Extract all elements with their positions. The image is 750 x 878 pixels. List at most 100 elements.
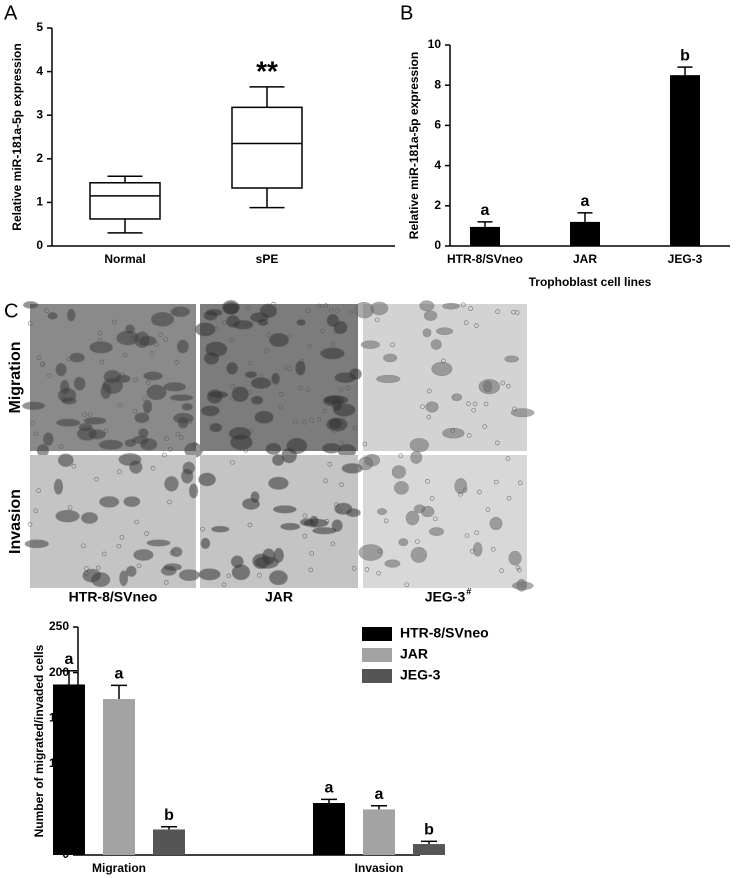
cell bbox=[332, 403, 356, 417]
cell bbox=[271, 372, 281, 385]
cell bbox=[53, 478, 64, 495]
cell bbox=[66, 356, 72, 362]
cell bbox=[429, 496, 435, 501]
cell bbox=[442, 302, 460, 310]
y-tick-label: 200 bbox=[49, 665, 69, 679]
cell bbox=[462, 487, 468, 493]
cell bbox=[339, 482, 344, 487]
bar-annotation: b bbox=[424, 822, 434, 839]
column-label: HTR-8/SVneo bbox=[69, 589, 158, 605]
cell bbox=[99, 496, 120, 508]
cell bbox=[42, 432, 54, 446]
cell bbox=[505, 456, 511, 461]
bar bbox=[313, 803, 345, 855]
cell bbox=[83, 571, 89, 576]
y-tick-label: 2 bbox=[434, 198, 441, 212]
bar bbox=[153, 829, 185, 855]
cell bbox=[116, 330, 140, 346]
cell bbox=[279, 391, 284, 397]
cell bbox=[24, 539, 49, 549]
cell bbox=[358, 456, 374, 471]
cell bbox=[81, 543, 86, 549]
cell bbox=[200, 526, 205, 532]
cell bbox=[103, 428, 109, 434]
cell bbox=[228, 337, 234, 342]
cell bbox=[451, 393, 463, 402]
cell bbox=[508, 550, 522, 566]
cell bbox=[97, 338, 102, 343]
cell bbox=[205, 308, 223, 317]
cell bbox=[489, 516, 503, 530]
cell bbox=[364, 567, 370, 572]
cell bbox=[179, 435, 184, 440]
cell bbox=[474, 530, 479, 536]
cell bbox=[316, 417, 322, 422]
cell bbox=[323, 303, 329, 309]
cell bbox=[474, 323, 479, 328]
cell bbox=[264, 348, 270, 353]
y-tick-label: 4 bbox=[434, 158, 441, 172]
cell bbox=[116, 543, 122, 549]
cell bbox=[281, 447, 297, 464]
cell bbox=[339, 440, 345, 446]
error-bar bbox=[61, 670, 77, 685]
cell bbox=[162, 452, 167, 458]
x-axis-label: Trophoblast cell lines bbox=[529, 275, 652, 289]
cell bbox=[211, 525, 230, 533]
cell bbox=[431, 361, 453, 376]
cell bbox=[206, 343, 211, 349]
cell bbox=[351, 566, 357, 571]
cell bbox=[125, 565, 137, 577]
panel-letter: A bbox=[4, 2, 18, 24]
cell bbox=[178, 569, 200, 582]
cell bbox=[327, 461, 333, 467]
cell bbox=[71, 463, 77, 469]
cell bbox=[512, 406, 517, 412]
cell bbox=[99, 359, 105, 365]
y-tick-label: 0 bbox=[434, 238, 441, 252]
cell bbox=[390, 342, 395, 348]
cell bbox=[394, 481, 409, 495]
cell bbox=[317, 303, 322, 309]
cell bbox=[83, 416, 107, 425]
y-tick-label: 8 bbox=[434, 77, 441, 91]
cell bbox=[142, 399, 153, 414]
cell bbox=[504, 355, 519, 363]
micrograph bbox=[198, 447, 363, 588]
cell bbox=[287, 333, 292, 339]
cell bbox=[242, 498, 260, 510]
cell bbox=[124, 439, 137, 447]
legend-swatch bbox=[362, 669, 392, 683]
cell bbox=[450, 428, 456, 433]
cell bbox=[198, 472, 216, 487]
cell bbox=[149, 350, 155, 356]
cell bbox=[358, 544, 384, 561]
cell bbox=[56, 418, 81, 427]
cell bbox=[490, 546, 496, 552]
cell bbox=[376, 570, 381, 576]
x-tick-label: Invasion bbox=[355, 861, 404, 875]
bar-annotation: a bbox=[115, 666, 124, 683]
cell bbox=[33, 508, 39, 514]
cell bbox=[246, 305, 251, 311]
cell bbox=[170, 306, 191, 318]
cell bbox=[324, 518, 330, 524]
cell bbox=[254, 556, 279, 569]
cell bbox=[271, 301, 276, 307]
cell bbox=[146, 374, 151, 380]
x-tick-label: sPE bbox=[256, 252, 279, 266]
x-tick-label: Migration bbox=[92, 861, 146, 875]
y-tick-label: 3 bbox=[36, 107, 43, 121]
legend-label: JEG-3 bbox=[400, 667, 441, 683]
cell bbox=[425, 479, 430, 484]
cell bbox=[308, 567, 314, 573]
cell bbox=[230, 460, 235, 465]
cell bbox=[391, 465, 406, 479]
cell bbox=[58, 444, 64, 449]
bar bbox=[103, 699, 135, 855]
cell bbox=[425, 401, 439, 413]
cell bbox=[143, 371, 163, 381]
cell bbox=[415, 539, 420, 544]
cell bbox=[338, 386, 344, 392]
legend-label: JAR bbox=[400, 646, 428, 662]
